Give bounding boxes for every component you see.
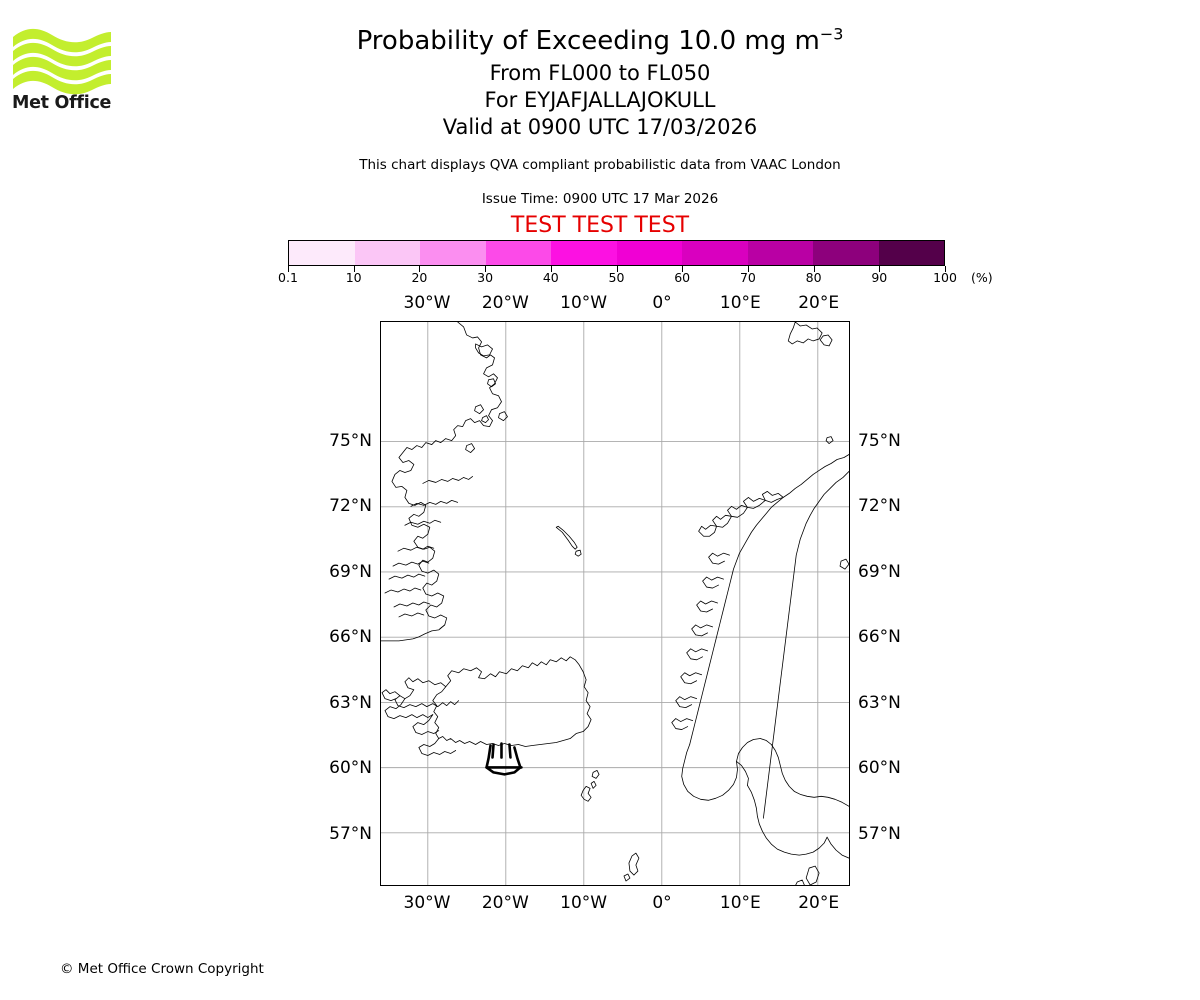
lon-label-bottom-30°W: 30°W [403, 893, 451, 913]
colorbar-segment-30-40 [485, 241, 551, 265]
lat-label-right-63°N: 63°N [858, 692, 901, 713]
lon-label-bottom-10°W: 10°W [560, 893, 608, 913]
lon-label-bottom-20°E: 20°E [798, 893, 840, 913]
colorbar-segment-0.1-10 [289, 241, 355, 265]
lat-label-left-60°N: 60°N [329, 758, 372, 779]
met-office-wave-icon [13, 28, 111, 95]
lon-label-bottom-10°E: 10°E [719, 893, 761, 913]
colorbar-tick-20 [419, 266, 421, 272]
flight-level-subtitle: From FL000 to FL050 [489, 61, 711, 85]
colorbar-tick-10 [353, 266, 355, 272]
lat-label-right-60°N: 60°N [858, 758, 901, 779]
colorbar-tick-60 [682, 266, 684, 272]
main-title-exponent: −3 [819, 24, 844, 44]
colorbar-tick-label-0.1: 0.1 [278, 270, 298, 285]
lat-label-left-66°N: 66°N [329, 627, 372, 648]
colorbar-ticks [288, 266, 946, 274]
colorbar-tick-0.1 [288, 266, 289, 272]
lon-label-top-20°W: 20°W [481, 293, 529, 313]
colorbar-segment-10-20 [354, 241, 420, 265]
title-block: Probability of Exceeding 10.0 mg m−3 Fro… [0, 0, 1200, 238]
colorbar-unit-label: (%) [971, 270, 993, 285]
lon-label-top-20°E: 20°E [798, 293, 840, 313]
page-title: Probability of Exceeding 10.0 mg m−3 [0, 26, 1200, 56]
probability-colorbar [288, 240, 945, 266]
lon-label-bottom-0°: 0° [652, 893, 672, 913]
colorbar-tick-labels: 0.1 10 20 30 40 50 60 70 80 90 100 [0, 270, 1200, 288]
colorbar-segment-90-100 [878, 241, 944, 265]
colorbar-tick-label-90: 90 [871, 270, 888, 285]
lat-label-left-69°N: 69°N [329, 561, 372, 582]
lat-label-right-72°N: 72°N [858, 496, 901, 517]
colorbar-tick-label-70: 70 [739, 270, 756, 285]
lat-label-right-57°N: 57°N [858, 823, 901, 844]
colorbar-tick-label-100: 100 [933, 270, 957, 285]
colorbar-segment-40-50 [551, 241, 617, 265]
colorbar-segment-60-70 [682, 241, 748, 265]
map-coastlines [381, 322, 849, 885]
lat-label-left-63°N: 63°N [329, 692, 372, 713]
lon-label-top-30°W: 30°W [403, 293, 451, 313]
colorbar-tick-90 [879, 266, 881, 272]
colorbar-tick-label-60: 60 [674, 270, 691, 285]
colorbar-segment-80-90 [813, 241, 879, 265]
map-gridlines [381, 322, 849, 885]
lon-label-top-10°W: 10°W [560, 293, 608, 313]
colorbar-segment-20-30 [420, 241, 486, 265]
lon-label-top-10°E: 10°E [719, 293, 761, 313]
colorbar-tick-70 [747, 266, 749, 272]
colorbar-tick-label-20: 20 [411, 270, 428, 285]
valid-time-subtitle: Valid at 0900 UTC 17/03/2026 [442, 115, 758, 139]
lat-label-left-57°N: 57°N [329, 823, 372, 844]
lat-label-right-66°N: 66°N [858, 627, 901, 648]
colorbar-tick-100 [945, 266, 946, 272]
lat-label-right-69°N: 69°N [858, 561, 901, 582]
colorbar-tick-label-40: 40 [542, 270, 559, 285]
lon-label-bottom-20°W: 20°W [481, 893, 529, 913]
issue-time-text: Issue Time: 0900 UTC 17 Mar 2026 [481, 191, 719, 207]
lat-label-right-75°N: 75°N [858, 430, 901, 451]
main-title-text: Probability of Exceeding 10.0 mg m [356, 26, 820, 56]
colorbar-tick-label-80: 80 [805, 270, 822, 285]
met-office-logo: Met Office [12, 26, 112, 112]
logo-text: Met Office [12, 93, 112, 112]
colorbar-segment-70-80 [747, 241, 813, 265]
colorbar-segments [288, 240, 945, 266]
map-plot-area[interactable] [380, 321, 850, 886]
lat-label-left-75°N: 75°N [329, 430, 372, 451]
copyright-notice: © Met Office Crown Copyright [60, 961, 264, 977]
volcano-subtitle: For EYJAFJALLAJOKULL [484, 88, 716, 112]
test-banner: TEST TEST TEST [510, 213, 690, 238]
lat-label-left-72°N: 72°N [329, 496, 372, 517]
colorbar-tick-label-30: 30 [477, 270, 494, 285]
colorbar-tick-80 [813, 266, 815, 272]
colorbar-tick-50 [616, 266, 618, 272]
colorbar-tick-30 [485, 266, 487, 272]
colorbar-tick-label-50: 50 [608, 270, 625, 285]
colorbar-tick-40 [550, 266, 552, 272]
colorbar-segment-50-60 [616, 241, 682, 265]
colorbar-tick-label-10: 10 [345, 270, 362, 285]
lon-label-top-0°: 0° [652, 293, 672, 313]
qva-compliance-note: This chart displays QVA compliant probab… [359, 157, 841, 173]
